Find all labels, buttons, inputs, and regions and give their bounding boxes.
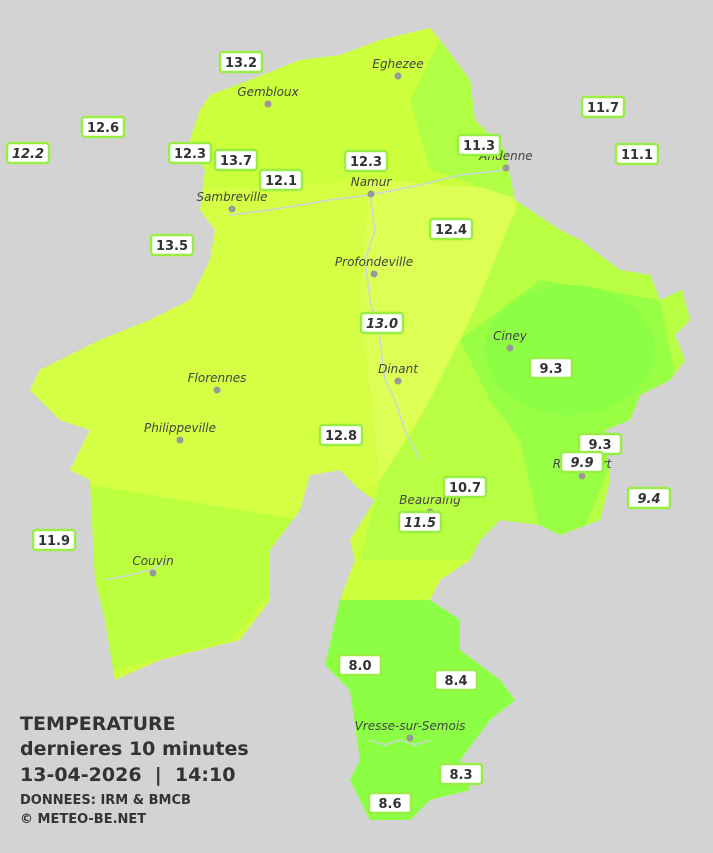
- station-box: [337, 653, 383, 677]
- station-value: 12.3: [350, 155, 382, 170]
- station-value: 13.0: [366, 317, 398, 332]
- station-value: 8.3: [449, 768, 472, 783]
- station-box: [626, 486, 672, 510]
- station-box: [614, 142, 660, 166]
- legend-title: TEMPERATURE: [20, 713, 176, 735]
- station-value: 13.7: [220, 154, 252, 169]
- city-dot: [264, 100, 272, 108]
- station-value: 11.3: [463, 139, 495, 154]
- station-box: [149, 233, 195, 257]
- station-box: [167, 141, 213, 165]
- station-box: [433, 668, 479, 692]
- city-label: Dinant: [378, 362, 419, 376]
- city-label: Eghezee: [372, 57, 423, 71]
- city-label: Sambreville: [196, 190, 267, 204]
- city-label: Florennes: [188, 371, 247, 385]
- station-box: [528, 356, 574, 380]
- station-value: 8.4: [444, 674, 467, 689]
- station-box: [367, 791, 413, 815]
- city-label: Philippeville: [144, 421, 216, 435]
- station-value: 11.7: [587, 101, 619, 116]
- station-box: [580, 95, 626, 119]
- station-box: [456, 133, 502, 157]
- station-value: 11.9: [38, 534, 70, 549]
- station-box: [258, 168, 304, 192]
- city-dot: [213, 386, 221, 394]
- station-value: 11.5: [404, 516, 436, 531]
- city-dot: [406, 734, 414, 742]
- station-box: [31, 528, 77, 552]
- station-box: [5, 141, 51, 165]
- city-dot: [149, 569, 157, 577]
- station-box: [343, 149, 389, 173]
- legend-datetime: 13-04-2026 | 14:10: [20, 764, 235, 786]
- station-value: 11.1: [621, 148, 653, 163]
- legend-source: DONNEES: IRM & BMCB: [20, 793, 191, 808]
- station-value: 8.0: [348, 659, 371, 674]
- station-box: [438, 762, 484, 786]
- city-label: Couvin: [132, 554, 173, 568]
- legend-copyright: © METEO-BE.NET: [20, 812, 146, 827]
- station-value: 8.6: [378, 797, 401, 812]
- city-dot: [394, 72, 402, 80]
- city-dot: [367, 190, 375, 198]
- city-dot: [228, 205, 236, 213]
- city-dot: [502, 164, 510, 172]
- station-box: [442, 475, 488, 499]
- station-value: 9.3: [539, 362, 562, 377]
- station-box: [318, 423, 364, 447]
- station-value: 12.2: [12, 147, 44, 162]
- station-box: [559, 450, 605, 474]
- station-value: 12.8: [325, 429, 357, 444]
- station-value: 12.3: [174, 147, 206, 162]
- station-box: [213, 148, 259, 172]
- city-dot: [176, 436, 184, 444]
- city-label: Ciney: [493, 329, 528, 343]
- station-value: 9.3: [588, 438, 611, 453]
- legend-subtitle: dernieres 10 minutes: [20, 738, 249, 760]
- city-dot: [370, 270, 378, 278]
- station-box: [359, 311, 405, 335]
- station-value: 13.5: [156, 239, 188, 254]
- city-label: Profondeville: [335, 255, 413, 269]
- station-box: [397, 510, 443, 534]
- station-value: 12.1: [265, 174, 297, 189]
- station-value: 12.4: [435, 223, 467, 238]
- city-dot: [394, 377, 402, 385]
- rivers: [104, 169, 506, 746]
- station-box: [218, 50, 264, 74]
- station-value: 9.9: [570, 456, 593, 471]
- station-value: 13.2: [225, 56, 257, 71]
- city-dot: [506, 344, 514, 352]
- city-dot: [578, 472, 586, 480]
- station-value: 12.6: [87, 121, 119, 136]
- station-box: [428, 217, 474, 241]
- station-value: 10.7: [449, 481, 481, 496]
- station-value: 9.4: [637, 492, 660, 507]
- city-label: Namur: [351, 175, 393, 189]
- station-box: [80, 115, 126, 139]
- city-label: Gembloux: [237, 85, 299, 99]
- city-label: Vresse-sur-Semois: [355, 719, 466, 733]
